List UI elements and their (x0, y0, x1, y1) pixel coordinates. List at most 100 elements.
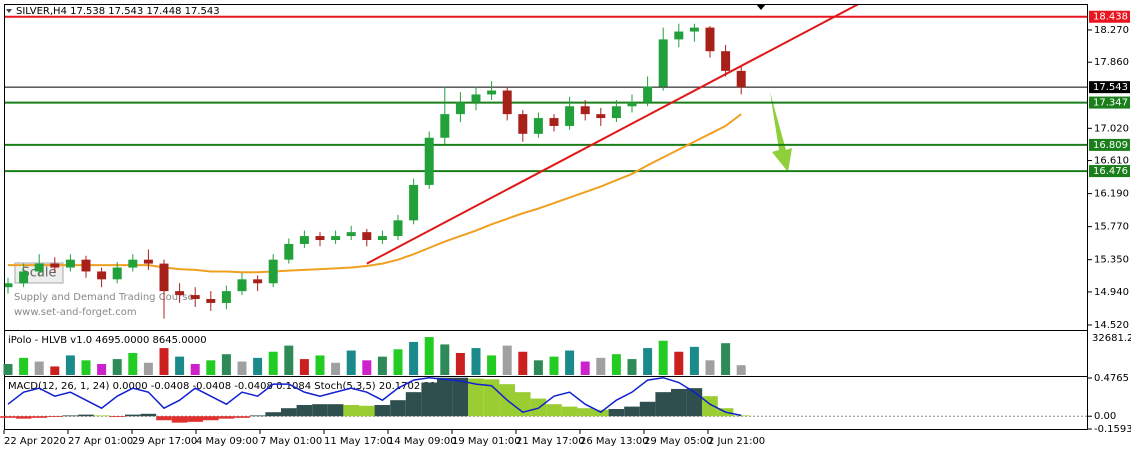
volume-bar (674, 351, 684, 375)
volume-bar (65, 355, 75, 375)
macd-bar (281, 408, 297, 417)
volume-bar (206, 360, 216, 375)
volume-bar (362, 360, 372, 375)
macd-bar (312, 404, 328, 417)
candle-body (393, 220, 403, 237)
macd-bar (0, 416, 16, 418)
candle-body (81, 259, 91, 272)
candle-body (128, 259, 138, 268)
macd-bar (171, 416, 188, 423)
shift-marker (756, 4, 766, 10)
candle-body (253, 279, 263, 284)
volume-bar (34, 361, 44, 375)
macd-bar (187, 416, 203, 422)
candle-body (175, 291, 185, 296)
x-tick-label: 4 May 09:00 (196, 436, 258, 447)
y-tick-label: 17.860 (1094, 57, 1129, 68)
candle-body (315, 236, 325, 241)
volume-bar (689, 346, 699, 375)
x-tick-label: 29 Apr 17:00 (132, 436, 197, 447)
volume-bar (580, 361, 590, 375)
volume-title: iPolo - HLVB v1.0 4695.0000 8645.0000 (8, 335, 207, 346)
volume-bar (549, 356, 559, 375)
candle-body (5, 283, 13, 288)
candle-body (674, 31, 684, 40)
candle-body (190, 295, 200, 300)
macd-bar (234, 416, 250, 418)
volume-bar (627, 359, 637, 375)
candle-body (221, 291, 231, 303)
macd-bar (125, 414, 141, 417)
macd-bar (437, 377, 453, 417)
level-label: 16.476 (1093, 166, 1128, 177)
volume-bar (611, 354, 621, 375)
candle-body (112, 267, 122, 280)
x-tick-label: 26 May 13:00 (580, 436, 649, 447)
macd-bar (421, 382, 437, 417)
y-tick-label: 15.350 (1094, 255, 1129, 266)
stoch-line (7, 376, 742, 417)
macd-bar (203, 416, 219, 421)
volume-bar (705, 360, 715, 375)
level-label-box (1089, 96, 1130, 109)
macd-bar (47, 416, 63, 418)
volume-bar (596, 357, 606, 375)
volume-bar (331, 362, 341, 375)
volume-bar (19, 357, 29, 375)
watermark: Supply and Demand Trading Course (14, 292, 194, 303)
level-label-box (1089, 81, 1130, 94)
x-tick-label: 2 Jun 21:00 (708, 436, 765, 447)
candle-body (440, 114, 450, 138)
macd-bar (390, 400, 406, 417)
candle-body (19, 271, 29, 284)
macd-bar (468, 378, 484, 417)
header-arrow (6, 9, 12, 13)
volume-bar (658, 340, 668, 375)
candle-body (455, 102, 465, 115)
volume-bar (502, 345, 512, 375)
candle-body (565, 106, 575, 126)
candle-body (627, 102, 637, 107)
volume-bar (518, 351, 528, 375)
macd-bar (93, 415, 110, 417)
volume-bar (3, 363, 13, 375)
macd-bar (546, 404, 562, 417)
candle-body (143, 259, 153, 264)
candle-body (721, 51, 731, 71)
candle-body (502, 90, 512, 115)
volume-bar (284, 345, 294, 375)
level-label-box (1089, 10, 1130, 23)
level-label: 18.438 (1093, 12, 1128, 23)
x-tick-label: 11 May 17:00 (324, 436, 393, 447)
volume-bar (159, 348, 169, 375)
candle-body (424, 137, 434, 185)
candle-body (658, 39, 668, 87)
volume-bar (736, 365, 746, 375)
volume-bar (128, 352, 138, 375)
macd-bar (561, 406, 578, 417)
macd-bar (515, 392, 531, 417)
volume-bar (471, 348, 481, 375)
candle-body (65, 259, 75, 268)
volume-bar (268, 351, 278, 375)
volume-bar (643, 348, 653, 375)
x-tick-label: 7 May 01:00 (260, 436, 322, 447)
candle-body (611, 106, 621, 119)
macd-tick-label: -0.1593 (1094, 424, 1131, 435)
macd-bar (671, 388, 687, 417)
macd-bar (140, 413, 157, 417)
candle-body (689, 27, 699, 32)
macd-bar (296, 404, 313, 417)
symbol-header: SILVER,H4 17.538 17.543 17.448 17.543 (16, 6, 220, 17)
candle-body (533, 118, 543, 134)
volume-bar (455, 352, 465, 375)
macd-bar (15, 416, 32, 419)
candle-body (331, 236, 341, 241)
macd-bar (639, 401, 656, 417)
macd-bar (265, 412, 281, 417)
candle-body (34, 263, 44, 272)
y-tick-label: 15.770 (1094, 222, 1129, 233)
watermark: www.set-and-forget.com (14, 307, 137, 318)
volume-bar (409, 341, 419, 375)
